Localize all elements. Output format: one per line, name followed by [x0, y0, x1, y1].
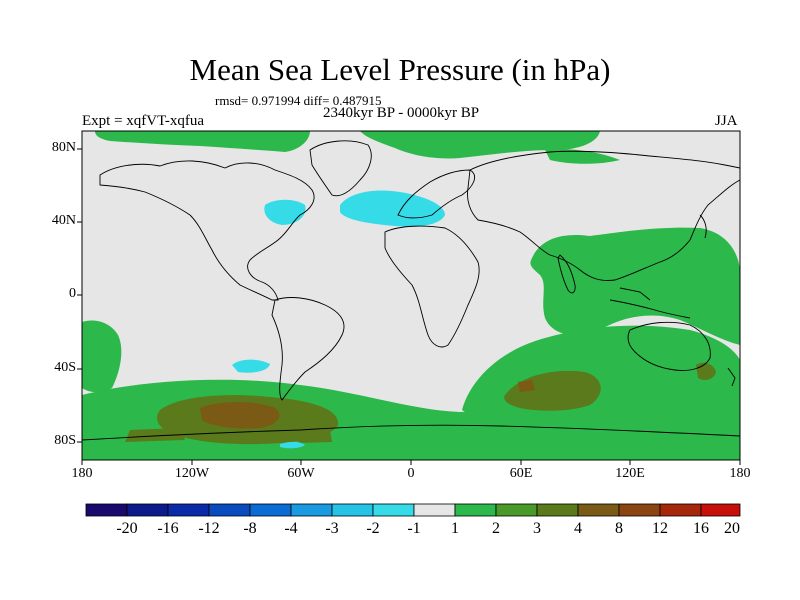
y-label-40s: 40S [54, 360, 76, 375]
coastlines [82, 140, 740, 441]
colorbar-label: 8 [615, 520, 623, 537]
colorbar-label: 16 [693, 520, 709, 537]
y-label-80n: 80N [51, 140, 76, 155]
axis-ticks [77, 148, 741, 465]
y-label-0: 0 [69, 286, 76, 301]
map-title: Mean Sea Level Pressure (in hPa) [189, 52, 611, 87]
colorbar-box-11 [495, 503, 538, 517]
colorbar-box-7 [331, 503, 374, 517]
experiment-label: Expt = xqfVT-xqfua [82, 113, 205, 129]
x-label-120e: 120E [615, 466, 645, 481]
colorbar-label: -8 [243, 520, 257, 537]
colorbar-label: -2 [366, 520, 380, 537]
colorbar-box-5 [249, 503, 292, 517]
anomaly-fields [82, 131, 740, 460]
colorbar-label: -4 [284, 520, 298, 537]
x-label-180e: 180 [729, 466, 751, 481]
season-label: JJA [715, 113, 738, 129]
colorbar-label: -3 [325, 520, 339, 537]
colorbar-label: -16 [157, 520, 179, 537]
colorbar-box-3 [167, 503, 210, 517]
colorbar-box-4 [208, 503, 251, 517]
x-label-180w: 180 [71, 466, 93, 481]
colorbar-label: 1 [451, 520, 459, 537]
colorbar-box-2 [126, 503, 169, 517]
colorbar-box-14 [618, 503, 661, 517]
colorbar-box-6 [290, 503, 333, 517]
colorbar-box-10 [454, 503, 497, 517]
colorbar-box-8 [372, 503, 415, 517]
rmsd-stats: rmsd= 0.971994 diff= 0.487915 [215, 93, 382, 108]
colorbar-label: 20 [724, 520, 740, 537]
colorbar-box-15 [659, 503, 702, 517]
colorbar-label: 12 [652, 520, 668, 537]
colorbar-box-1 [85, 503, 128, 517]
positive-anomaly-strong [200, 380, 535, 429]
period-label: 2340kyr BP - 0000kyr BP [323, 105, 480, 121]
colorbar-box-12 [536, 503, 579, 517]
colorbar-box-16 [700, 503, 741, 517]
colorbar [85, 503, 741, 517]
colorbar-box-9 [413, 503, 456, 517]
y-label-40n: 40N [51, 213, 76, 228]
x-label-0: 0 [407, 466, 415, 481]
x-label-60w: 60W [287, 466, 315, 481]
colorbar-label: -20 [116, 520, 138, 537]
colorbar-label: -12 [198, 520, 220, 537]
colorbar-box-13 [577, 503, 620, 517]
colorbar-label: 4 [574, 520, 582, 537]
colorbar-label: 3 [533, 520, 541, 537]
x-label-120w: 120W [174, 466, 210, 481]
colorbar-label: -1 [407, 520, 421, 537]
y-label-80s: 80S [54, 433, 76, 448]
colorbar-label: 2 [492, 520, 500, 537]
x-label-60e: 60E [509, 466, 533, 481]
